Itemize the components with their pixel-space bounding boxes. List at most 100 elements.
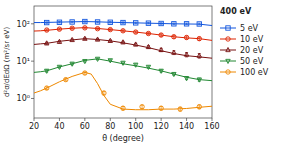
point	[70, 37, 74, 41]
point	[45, 28, 49, 32]
point	[197, 22, 201, 26]
point	[172, 50, 176, 54]
error-bar-stem	[59, 22, 60, 23]
error-bar-cap	[122, 21, 125, 22]
point	[108, 27, 112, 31]
error-bar-stem	[161, 34, 162, 37]
error-bar	[160, 23, 163, 25]
error-bar-cap	[147, 22, 150, 23]
error-bar-stem	[72, 21, 73, 22]
point	[184, 22, 188, 26]
error-bar	[83, 27, 86, 29]
error-bar-stem	[72, 63, 73, 65]
point	[172, 22, 176, 26]
point	[45, 69, 49, 73]
error-bar	[179, 107, 182, 111]
error-bar-cap	[172, 24, 175, 25]
error-bar-stem	[148, 32, 149, 34]
title: 400 eV	[220, 7, 252, 16]
x-tick	[84, 118, 85, 121]
error-bar-cap	[172, 23, 175, 24]
point	[146, 21, 150, 25]
error-bar-stem	[173, 73, 174, 75]
series	[34, 36, 212, 58]
point	[146, 44, 150, 48]
y-tick	[31, 98, 34, 99]
point	[197, 36, 201, 40]
error-bar	[172, 35, 175, 38]
error-bar-cap	[71, 29, 74, 30]
legend-line	[220, 39, 236, 40]
x-tick	[212, 118, 213, 121]
x-tick	[161, 118, 162, 121]
error-bar	[102, 91, 105, 94]
error-bar-cap	[96, 29, 99, 30]
x-tick-label: 160	[204, 122, 219, 131]
legend-label: 20 eV	[240, 46, 264, 55]
point	[159, 21, 163, 25]
error-bar-cap	[58, 28, 61, 29]
error-bar-cap	[134, 22, 137, 23]
error-bar	[160, 34, 163, 37]
error-bar-stem	[46, 70, 47, 72]
error-bar-stem	[123, 106, 124, 110]
error-bar-stem	[161, 106, 162, 110]
error-bar-cap	[160, 24, 163, 25]
point	[197, 53, 201, 57]
x-tick	[34, 118, 35, 121]
point	[57, 20, 61, 24]
y-axis-label: d²σ/dEdΩ (m²/sr eV)	[3, 27, 11, 97]
error-bar	[198, 23, 201, 25]
error-bar-cap	[96, 21, 99, 22]
point	[57, 39, 61, 43]
error-bar	[198, 54, 201, 59]
point	[83, 59, 87, 63]
chart: 2040608010012014016010⁰10¹10²θ (degree)d…	[0, 0, 300, 145]
point	[134, 30, 138, 34]
error-bar-stem	[46, 29, 47, 31]
error-bar	[96, 28, 99, 30]
series	[34, 26, 212, 41]
error-bar-cap	[45, 31, 48, 32]
error-bar-stem	[72, 27, 73, 29]
error-bar-cap	[71, 21, 74, 22]
error-bar	[64, 78, 67, 81]
x-tick-label: 120	[154, 122, 169, 131]
error-bar-cap	[122, 31, 125, 32]
error-bar	[122, 30, 125, 32]
error-bar-stem	[135, 43, 136, 45]
error-bar	[134, 22, 137, 24]
error-bar-cap	[185, 23, 188, 24]
error-bar-cap	[58, 21, 61, 22]
error-bar-stem	[180, 107, 181, 111]
point	[134, 42, 138, 46]
error-bar-cap	[109, 21, 112, 22]
point	[45, 41, 49, 45]
error-bar-cap	[198, 23, 201, 24]
point	[184, 52, 188, 56]
legend: 5 eV10 eV20 eV50 eV100 eV	[220, 24, 269, 77]
error-bar-cap	[83, 39, 86, 40]
error-bar-stem	[84, 60, 85, 62]
legend-line	[220, 72, 236, 73]
x-tick-label: 100	[128, 122, 143, 131]
error-bar-cap	[96, 22, 99, 23]
point	[57, 65, 61, 69]
series	[34, 19, 212, 26]
point	[83, 36, 87, 40]
point	[108, 20, 112, 24]
legend-line	[220, 28, 236, 29]
point	[140, 105, 144, 109]
curve	[34, 39, 212, 59]
x-tick-label: 80	[105, 122, 115, 131]
curve	[34, 59, 212, 81]
error-bar-stem	[148, 22, 149, 24]
point	[83, 26, 87, 30]
error-bar-cap	[96, 27, 99, 28]
legend-label: 50 eV	[240, 57, 264, 66]
point	[70, 26, 74, 30]
error-bar	[185, 53, 188, 57]
error-bar-stem	[173, 23, 174, 25]
error-bar	[185, 23, 188, 25]
error-bar-stem	[199, 105, 200, 109]
